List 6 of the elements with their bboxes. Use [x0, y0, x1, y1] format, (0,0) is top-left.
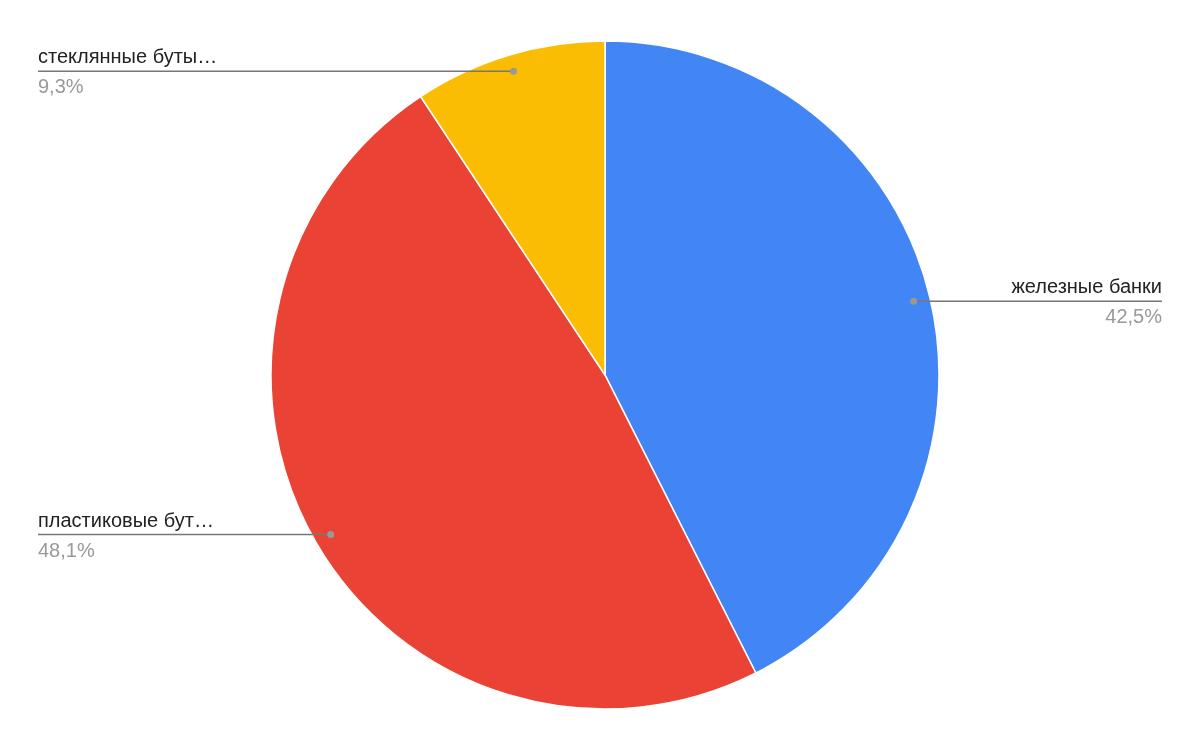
slice-label: стеклянные буты…: [38, 45, 218, 68]
data-label: 9,3%: [38, 75, 84, 98]
data-label: 48,1%: [38, 538, 95, 561]
data-label: 42,5%: [1105, 305, 1163, 328]
slice-label: пластиковые бут…: [38, 508, 214, 531]
slice-label: железные банки: [1011, 275, 1162, 298]
